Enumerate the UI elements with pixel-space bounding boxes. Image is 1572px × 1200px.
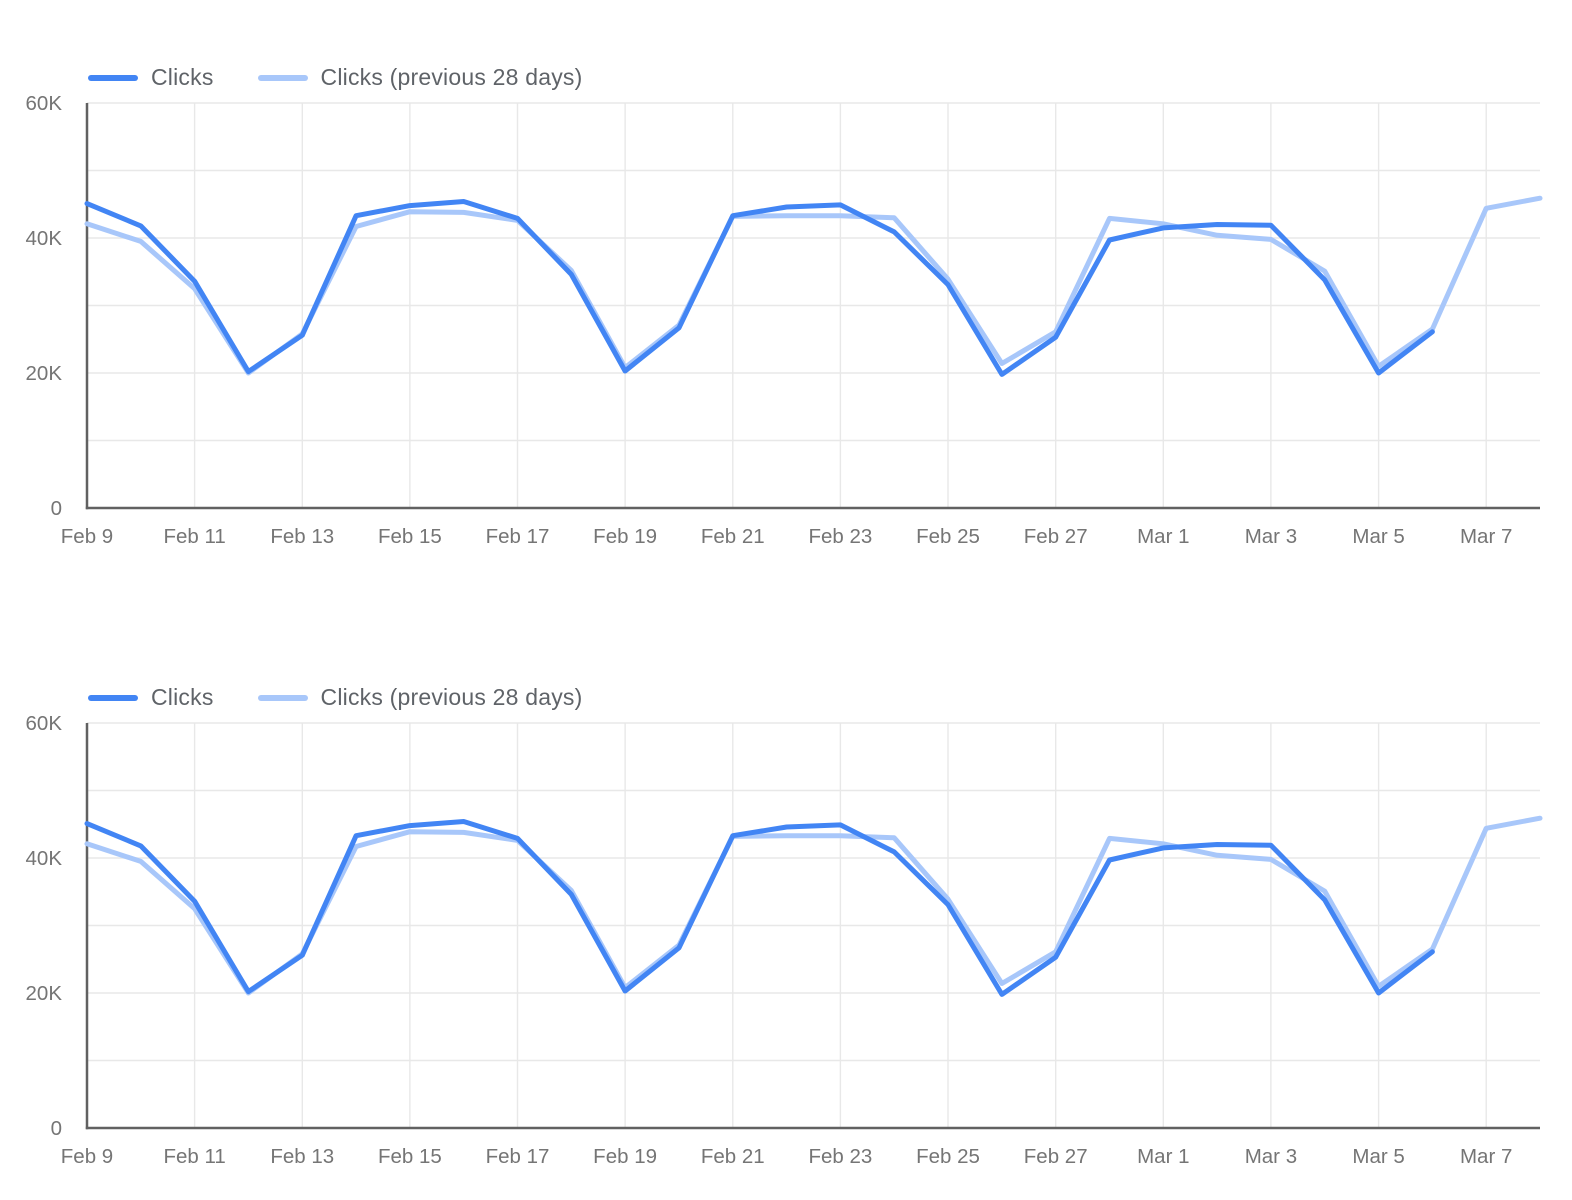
y-tick-label: 40K — [26, 847, 63, 870]
x-tick-label: Feb 17 — [486, 525, 550, 548]
clicks-previous-legend-label: Clicks (previous 28 days) — [320, 684, 583, 710]
x-tick-label: Mar 1 — [1137, 525, 1189, 548]
legend: Clicks Clicks (previous 28 days) — [88, 684, 582, 711]
clicks-chart-top: Clicks Clicks (previous 28 days) 0 20K 40K… — [0, 0, 1572, 560]
clicks-previous-legend-label: Clicks (previous 28 days) — [320, 64, 583, 90]
y-tick-label: 0 — [51, 1117, 62, 1140]
clicks-line-plot: 0 20K 40K 60K Feb 9 Feb 11 Feb 13 Feb 15 Feb 17 F… — [26, 712, 1543, 1168]
clicks-line-swatch — [88, 74, 138, 81]
series-line-clicks — [84, 199, 1435, 377]
clicks-legend-label: Clicks — [151, 64, 214, 90]
x-tick-label: Feb 23 — [808, 525, 872, 548]
x-tick-label: Mar 3 — [1245, 525, 1297, 548]
x-tick-label: Feb 13 — [270, 1145, 334, 1168]
y-tick-label: 0 — [51, 497, 62, 520]
clicks-legend-label: Clicks — [151, 684, 214, 710]
x-tick-label: Feb 25 — [916, 525, 980, 548]
x-tick-label: Feb 17 — [486, 1145, 550, 1168]
x-tick-label: Feb 21 — [701, 1145, 765, 1168]
x-tick-label: Feb 15 — [378, 1145, 442, 1168]
series-line-clicks-previous — [84, 195, 1543, 376]
x-tick-label: Mar 5 — [1352, 525, 1404, 548]
x-tick-label: Feb 9 — [61, 525, 113, 548]
clicks-line-swatch — [88, 694, 138, 701]
y-tick-label: 20K — [26, 982, 63, 1005]
x-tick-label: Mar 7 — [1460, 525, 1512, 548]
clicks-chart-bottom: Clicks Clicks (previous 28 days) 0 20K 40K… — [0, 620, 1572, 1180]
y-tick-label: 60K — [26, 92, 63, 115]
x-tick-label: Mar 5 — [1352, 1145, 1404, 1168]
legend-item-clicks: Clicks — [88, 684, 214, 711]
x-tick-label: Feb 23 — [808, 1145, 872, 1168]
legend-item-clicks: Clicks — [88, 64, 214, 91]
x-tick-label: Mar 7 — [1460, 1145, 1512, 1168]
series-line-clicks-previous — [84, 815, 1543, 996]
x-tick-label: Feb 19 — [593, 525, 657, 548]
x-tick-label: Mar 1 — [1137, 1145, 1189, 1168]
x-tick-label: Feb 11 — [163, 525, 225, 548]
x-tick-label: Feb 15 — [378, 525, 442, 548]
x-tick-label: Feb 19 — [593, 1145, 657, 1168]
y-tick-label: 60K — [26, 712, 63, 735]
y-tick-label: 20K — [26, 362, 63, 385]
clicks-previous-line-swatch — [257, 694, 308, 701]
legend-item-clicks-previous: Clicks (previous 28 days) — [257, 684, 583, 711]
x-tick-label: Feb 27 — [1024, 1145, 1088, 1168]
clicks-line-plot: 0 20K 40K 60K Feb 9 Feb 11 Feb 13 Feb 15 Feb 17 F… — [26, 92, 1543, 548]
x-tick-label: Feb 9 — [61, 1145, 113, 1168]
legend-item-clicks-previous: Clicks (previous 28 days) — [257, 64, 583, 91]
clicks-previous-line-swatch — [257, 74, 308, 81]
x-tick-label: Mar 3 — [1245, 1145, 1297, 1168]
x-tick-label: Feb 25 — [916, 1145, 980, 1168]
x-tick-label: Feb 21 — [701, 525, 765, 548]
x-tick-label: Feb 27 — [1024, 525, 1088, 548]
x-tick-label: Feb 11 — [163, 1145, 225, 1168]
series-line-clicks — [84, 819, 1435, 997]
y-tick-label: 40K — [26, 227, 63, 250]
x-tick-label: Feb 13 — [270, 525, 334, 548]
legend: Clicks Clicks (previous 28 days) — [88, 64, 582, 91]
